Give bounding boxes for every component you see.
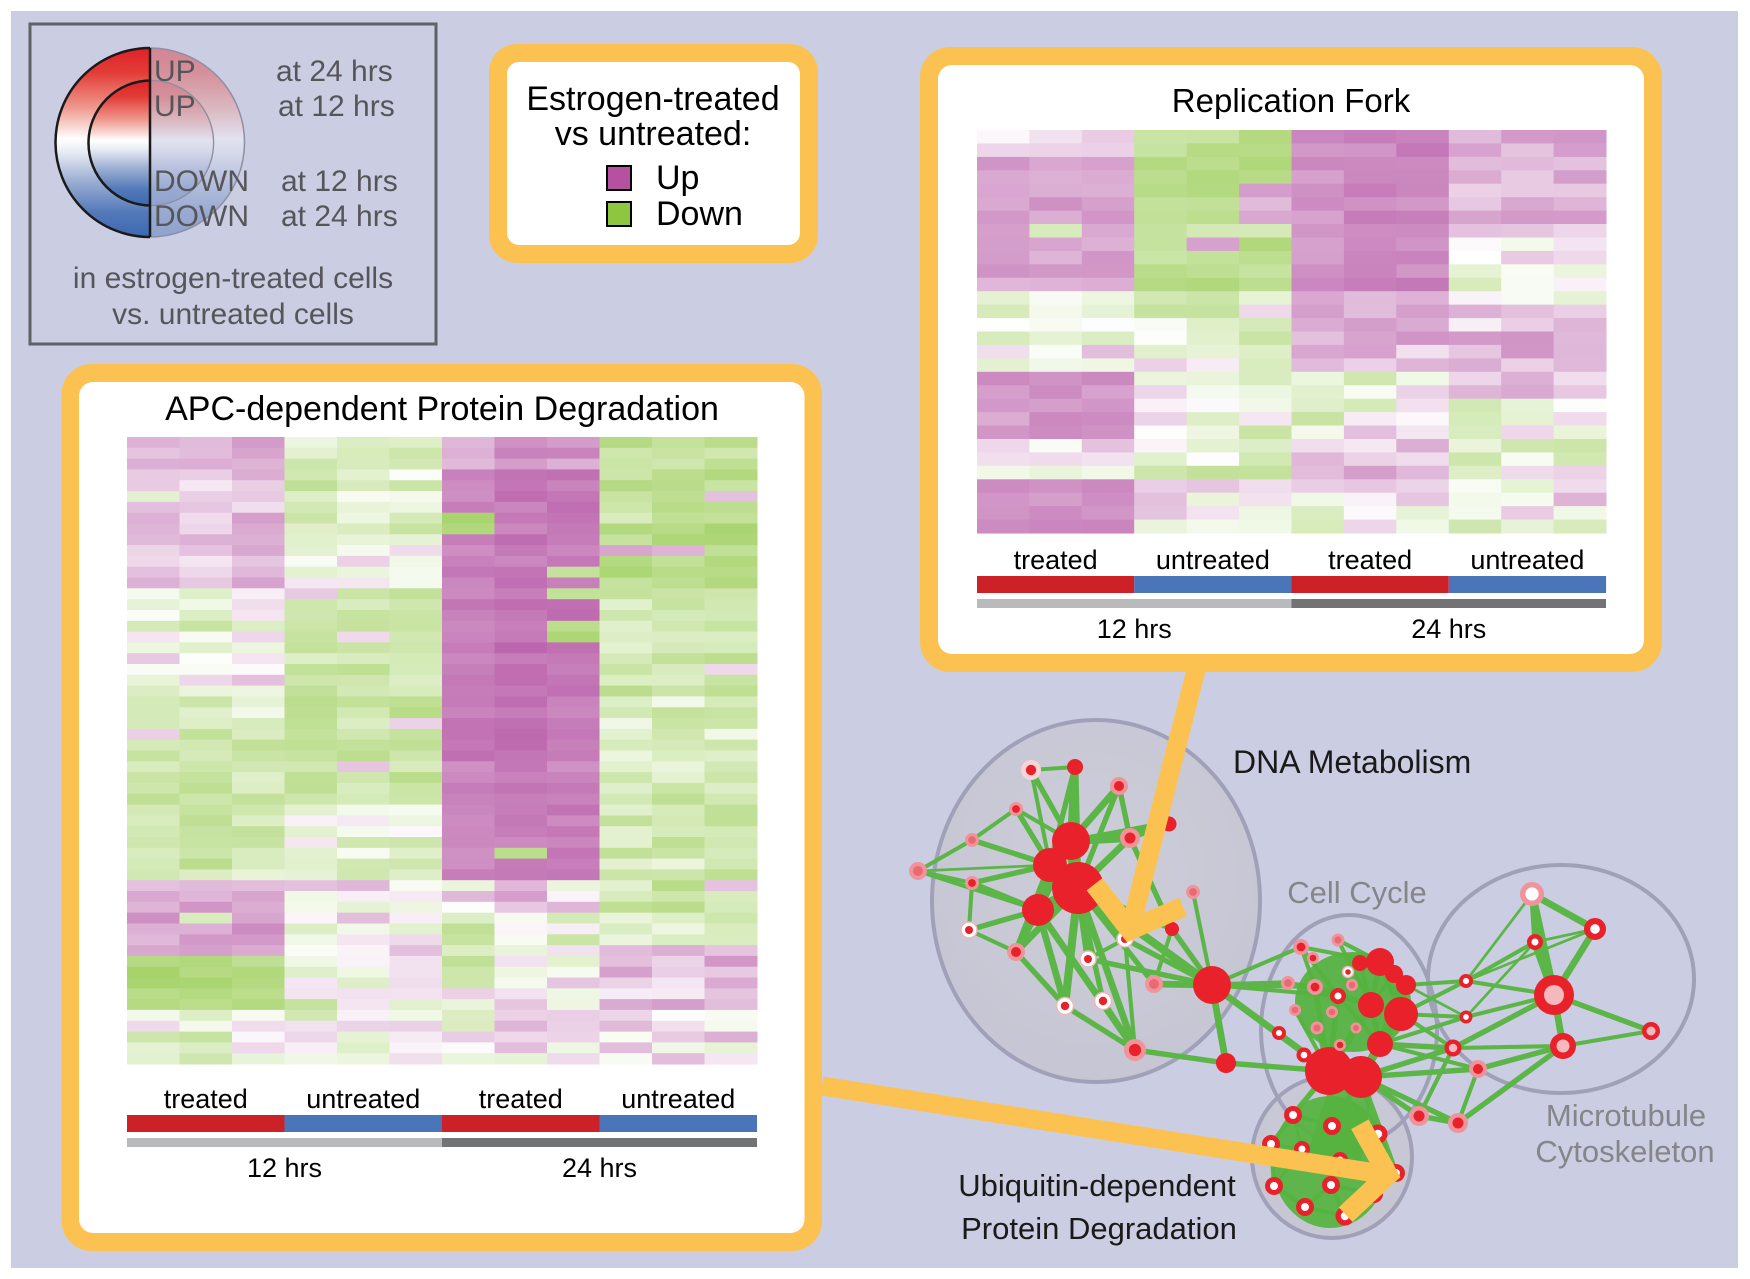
svg-text:treated: treated — [1328, 545, 1412, 575]
svg-text:Down: Down — [656, 195, 743, 233]
svg-text:vs untreated:: vs untreated: — [555, 115, 752, 153]
svg-text:Cytoskeleton: Cytoskeleton — [1535, 1134, 1714, 1169]
svg-text:in estrogen-treated cells: in estrogen-treated cells — [73, 262, 393, 295]
svg-text:12 hrs: 12 hrs — [1097, 614, 1172, 644]
svg-text:untreated: untreated — [1470, 545, 1584, 575]
svg-text:untreated: untreated — [621, 1084, 735, 1114]
svg-text:Microtubule: Microtubule — [1546, 1098, 1706, 1133]
svg-text:24 hrs: 24 hrs — [1411, 614, 1486, 644]
svg-text:treated: treated — [164, 1084, 248, 1114]
svg-text:DNA Metabolism: DNA Metabolism — [1233, 744, 1471, 780]
svg-text:DOWN: DOWN — [154, 165, 249, 198]
svg-text:treated: treated — [479, 1084, 563, 1114]
svg-text:untreated: untreated — [306, 1084, 420, 1114]
svg-text:UP: UP — [154, 90, 196, 123]
svg-text:Ubiquitin-dependent: Ubiquitin-dependent — [958, 1168, 1236, 1203]
svg-text:at 24 hrs: at 24 hrs — [276, 55, 393, 88]
svg-text:APC-dependent Protein Degradat: APC-dependent Protein Degradation — [165, 390, 719, 428]
svg-text:untreated: untreated — [1156, 545, 1270, 575]
svg-text:at 12 hrs: at 12 hrs — [281, 165, 398, 198]
svg-text:Cell Cycle: Cell Cycle — [1287, 875, 1427, 910]
svg-text:Replication Fork: Replication Fork — [1172, 82, 1411, 119]
svg-text:vs. untreated cells: vs. untreated cells — [112, 298, 354, 331]
svg-text:at 12 hrs: at 12 hrs — [278, 90, 395, 123]
svg-text:Up: Up — [656, 159, 699, 197]
svg-text:Estrogen-treated: Estrogen-treated — [526, 80, 779, 118]
svg-text:Protein Degradation: Protein Degradation — [961, 1211, 1237, 1246]
svg-text:DOWN: DOWN — [154, 200, 249, 233]
svg-text:at 24 hrs: at 24 hrs — [281, 200, 398, 233]
svg-text:12 hrs: 12 hrs — [247, 1153, 322, 1183]
svg-text:treated: treated — [1014, 545, 1098, 575]
svg-text:UP: UP — [154, 55, 196, 88]
svg-text:24 hrs: 24 hrs — [562, 1153, 637, 1183]
